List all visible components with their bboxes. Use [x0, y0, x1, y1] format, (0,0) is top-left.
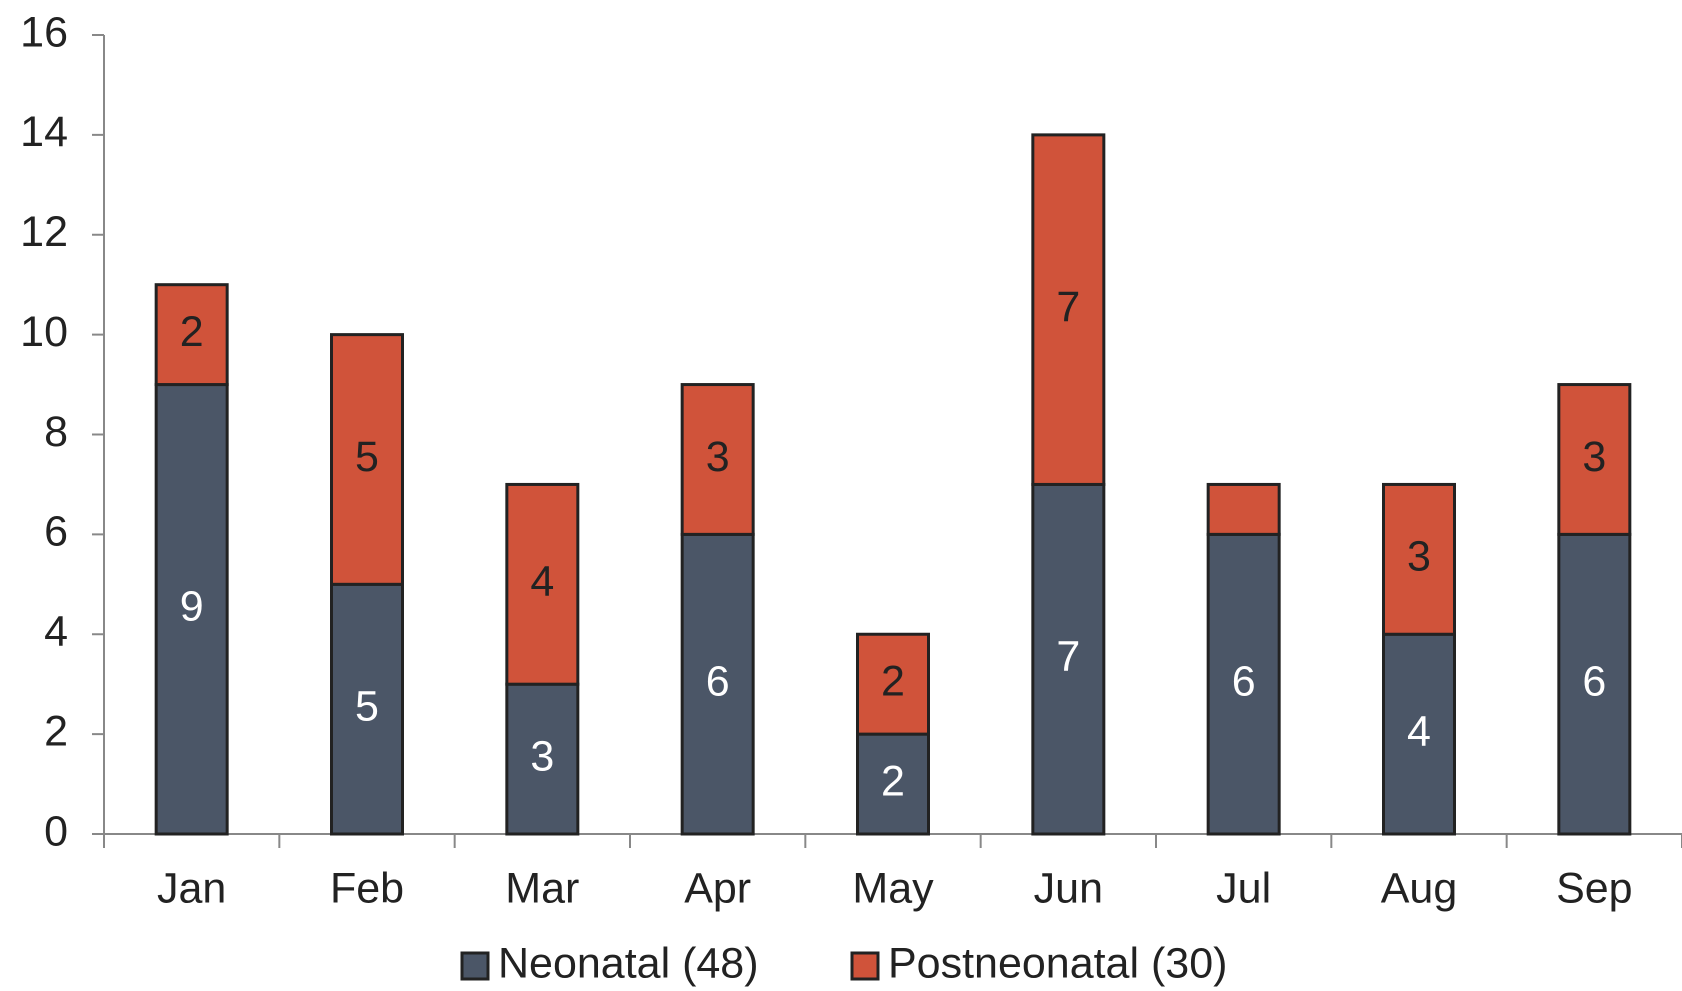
data-label: 6	[1582, 658, 1606, 706]
data-label: 6	[706, 658, 730, 706]
y-tick-label: 8	[44, 408, 68, 456]
x-tick-label: Apr	[684, 864, 751, 912]
x-tick-label: Jan	[157, 864, 226, 912]
data-label: 7	[1056, 283, 1080, 331]
data-label: 9	[180, 583, 204, 631]
bar-segment	[154, 283, 229, 387]
bar-segment	[505, 682, 580, 836]
bar-segment	[505, 482, 580, 686]
x-tick-label: Mar	[505, 864, 579, 912]
data-label: 5	[355, 683, 379, 731]
bar-segment	[1382, 482, 1456, 636]
bar-segment	[330, 582, 404, 836]
legend-swatch	[850, 951, 880, 981]
y-tick-label: 6	[44, 508, 68, 556]
x-tick-label: Feb	[330, 864, 404, 912]
y-tick-label: 12	[20, 208, 68, 256]
data-label: 7	[1056, 633, 1080, 681]
data-label: 5	[355, 433, 379, 481]
bar-segment	[856, 732, 930, 836]
bar-segment	[680, 383, 755, 536]
data-label: 2	[881, 658, 905, 706]
bar-segment	[1031, 482, 1106, 836]
data-label: 6	[1232, 658, 1256, 706]
y-tick-label: 0	[44, 807, 68, 855]
y-tick-label: 2	[44, 707, 68, 755]
bar-segment	[154, 383, 229, 836]
bar-segment	[1557, 383, 1632, 536]
bar-segment	[1031, 133, 1106, 486]
data-label: 4	[530, 558, 554, 606]
legend-swatch	[460, 951, 490, 981]
y-tick-label: 14	[20, 108, 68, 156]
data-label: 2	[180, 308, 204, 356]
x-tick-label: May	[852, 864, 934, 912]
x-tick-label: Jun	[1034, 864, 1103, 912]
legend-label: Neonatal (48)	[498, 939, 759, 987]
data-label: 2	[881, 757, 905, 805]
data-label: 4	[1407, 707, 1431, 755]
bar-segment	[1206, 532, 1281, 836]
bar-segment	[680, 532, 755, 836]
bar-segment	[330, 333, 404, 586]
bar-segment	[1382, 632, 1456, 836]
x-tick-label: Sep	[1556, 864, 1633, 912]
data-label: 3	[1582, 433, 1606, 481]
legend-label: Postneonatal (30)	[888, 939, 1227, 987]
bar-segment	[1206, 482, 1281, 536]
y-tick-label: 10	[20, 308, 68, 356]
data-label: 3	[1407, 533, 1431, 581]
x-tick-label: Aug	[1381, 864, 1458, 912]
y-tick-label: 16	[20, 8, 68, 56]
y-tick-label: 4	[44, 608, 68, 656]
x-tick-label: Jul	[1216, 864, 1271, 912]
bar-segment	[856, 632, 930, 736]
data-label: 3	[530, 732, 554, 780]
data-label: 3	[706, 433, 730, 481]
